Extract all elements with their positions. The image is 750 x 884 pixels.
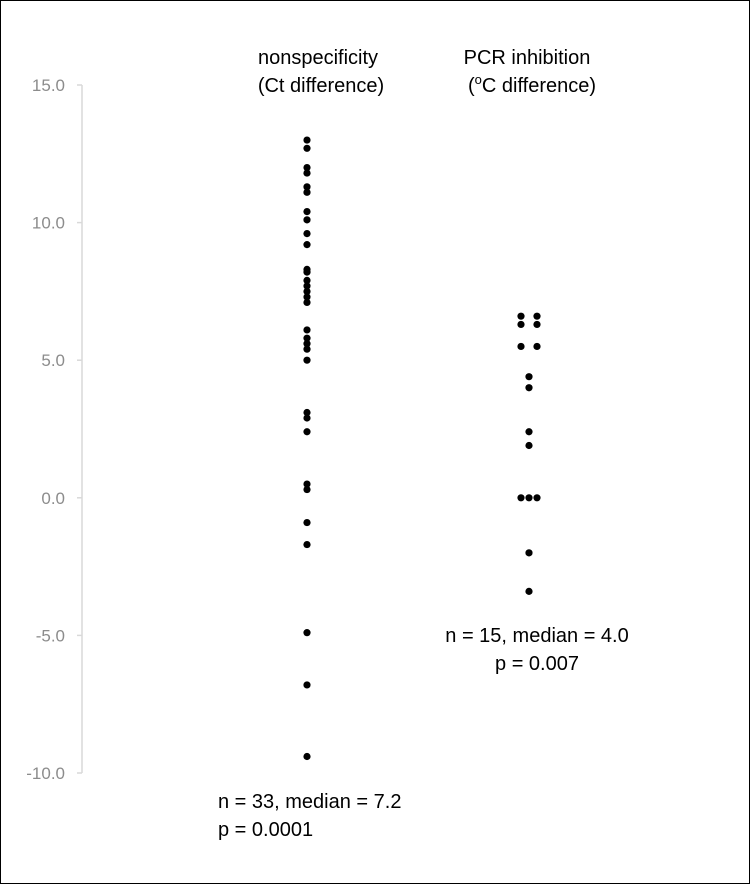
y-tick-label: 0.0 [41,489,65,508]
data-point [303,681,311,689]
y-axis-ticks: 15.0 10.0 5.0 0.0 -5.0 -10.0 [26,76,82,783]
data-point [303,518,311,527]
data-point [303,408,311,417]
data-point [303,480,311,488]
stat-p-pcr-inhibition: p = 0.007 [495,653,579,675]
series-title-nonspecificity: nonspecificity [258,47,378,69]
data-point [525,441,533,450]
series-subtitle-nonspecificity: (Ct difference) [258,75,384,97]
data-point [303,207,311,216]
data-point [303,183,311,191]
data-point [533,342,541,351]
data-point [525,549,533,557]
y-tick-label: 10.0 [32,214,65,233]
data-point [533,312,541,320]
data-point [525,587,533,595]
data-point [303,414,311,422]
data-point [303,230,311,238]
data-point [517,320,525,329]
y-tick-label: 5.0 [41,351,65,370]
data-points [303,136,541,761]
data-point [533,320,541,329]
data-point [303,326,311,334]
data-point [303,428,311,436]
y-tick-label: -10.0 [26,764,65,783]
y-tick-label: -5.0 [36,626,65,645]
data-point [303,169,311,177]
subtitle-superscript: o [475,72,482,87]
data-point [303,144,311,152]
data-point [517,494,525,502]
data-point [517,312,525,320]
data-point [525,384,533,392]
data-point [303,276,311,284]
data-point [303,485,311,494]
data-point [303,287,311,295]
data-point [303,293,311,301]
data-point [303,241,311,249]
data-point [303,136,311,144]
data-point [525,373,533,381]
data-point [303,216,311,224]
subtitle-suffix: C difference) [482,75,596,97]
data-point [303,334,311,342]
data-point [517,342,525,351]
data-point [303,268,311,276]
subtitle-prefix: ( [468,75,475,97]
stat-p-nonspecificity: p = 0.0001 [218,819,313,841]
series-title-pcr-inhibition: PCR inhibition [464,47,591,69]
data-point [303,163,311,172]
data-point [303,752,311,761]
data-point [525,428,533,436]
data-point [303,340,311,348]
data-point [303,356,311,364]
series-subtitle-pcr-inhibition: (oC difference) [468,72,596,97]
stat-n-nonspecificity: n = 33, median = 7.2 [218,791,401,813]
data-point [303,629,311,637]
y-tick-label: 15.0 [32,76,65,95]
data-point [303,298,311,307]
data-point [533,494,541,502]
data-point [303,540,311,549]
stat-n-pcr-inhibition: n = 15, median = 4.0 [445,625,628,647]
data-point [303,345,311,353]
data-point [303,282,311,290]
data-point [303,188,311,196]
data-point [525,494,533,502]
